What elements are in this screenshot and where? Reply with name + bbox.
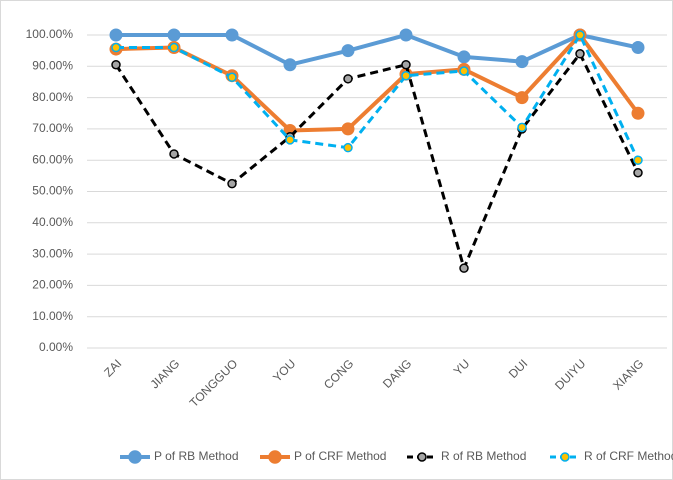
point-marker (459, 263, 469, 273)
point-marker (343, 74, 353, 84)
point-marker (111, 59, 121, 70)
legend-label: R of CRF Method (584, 449, 673, 463)
y-tick-label: 100.00% (26, 27, 74, 41)
series-line (116, 33, 639, 67)
point-marker (459, 66, 469, 76)
point-marker (515, 55, 529, 69)
y-tick-label: 60.00% (32, 152, 73, 166)
point-marker (285, 135, 295, 145)
y-tick-label: 50.00% (32, 184, 73, 198)
point-marker (401, 59, 411, 70)
point-marker (167, 28, 181, 42)
legend-label: P of CRF Method (294, 449, 386, 463)
y-tick-label: 90.00% (32, 58, 73, 72)
point-marker (515, 91, 529, 105)
legend-swatch-marker (417, 452, 427, 462)
y-tick-label: 70.00% (32, 121, 73, 135)
point-marker (341, 122, 355, 136)
point-marker (227, 178, 237, 189)
point-marker (457, 50, 471, 64)
point-marker (401, 70, 411, 81)
legend-swatch-marker (560, 452, 570, 462)
y-tick-label: 30.00% (32, 246, 73, 260)
point-marker (169, 149, 179, 159)
y-tick-label: 80.00% (32, 90, 73, 104)
point-marker (633, 155, 643, 165)
point-marker (283, 58, 297, 72)
series-line (114, 52, 640, 270)
point-marker (341, 44, 355, 58)
legend-label: P of RB Method (154, 449, 239, 463)
y-tick-label: 10.00% (32, 309, 73, 323)
y-tick-label: 40.00% (32, 215, 73, 229)
point-marker (111, 42, 121, 53)
point-marker (517, 122, 527, 133)
legend-swatch-marker (268, 450, 282, 464)
point-marker (631, 41, 645, 55)
point-marker (343, 142, 353, 153)
point-marker (227, 72, 237, 83)
y-tick-label: 0.00% (39, 340, 73, 354)
point-marker (575, 49, 585, 59)
point-marker (225, 28, 239, 42)
point-marker (631, 106, 645, 120)
point-marker (399, 28, 413, 42)
legend-swatch-marker (128, 450, 142, 464)
point-marker (633, 167, 643, 178)
point-marker (109, 28, 123, 42)
point-marker (169, 42, 179, 53)
y-tick-label: 20.00% (32, 278, 73, 292)
series-line (115, 33, 640, 133)
series-line (116, 33, 640, 161)
point-marker (575, 30, 585, 40)
legend-label: R of RB Method (441, 449, 526, 463)
